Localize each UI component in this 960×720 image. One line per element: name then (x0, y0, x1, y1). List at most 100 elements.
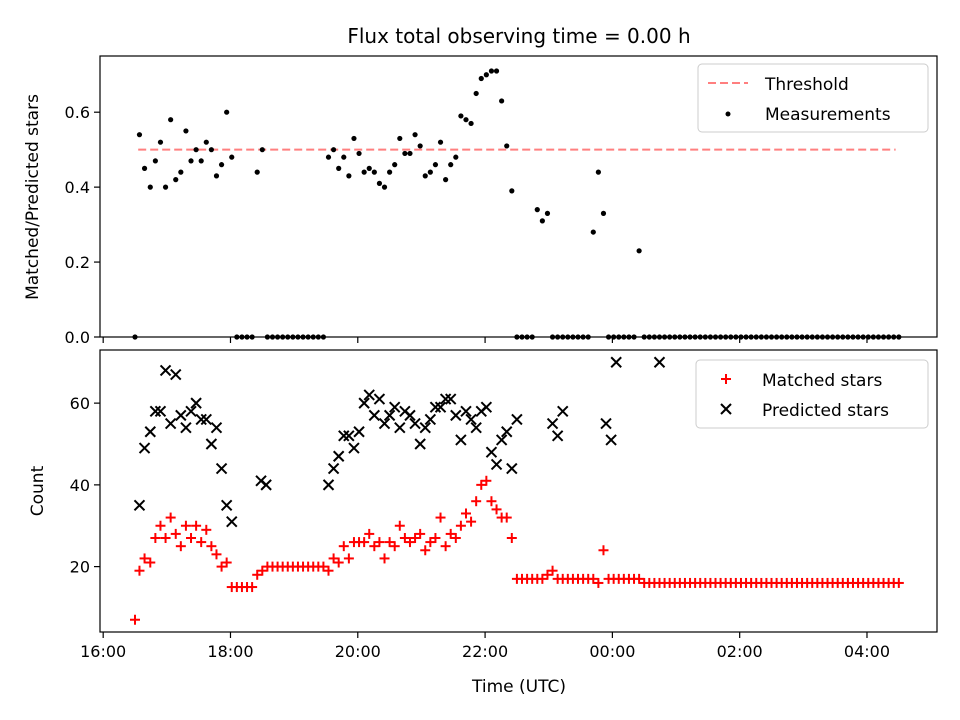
matched-star-point (506, 533, 517, 543)
measurement-point (203, 139, 209, 145)
measurement-point (478, 75, 484, 82)
measurement-point (346, 173, 352, 179)
predicted-star-point (159, 364, 172, 377)
predicted-star-point (226, 515, 238, 528)
measurement-point (677, 334, 683, 340)
measurement-point (392, 162, 398, 168)
predicted-star-point (409, 417, 421, 430)
predicted-star-point (557, 405, 569, 418)
predicted-star-point (322, 479, 335, 491)
top-y-tick-label: 0.0 (65, 328, 90, 347)
measurement-point (753, 334, 759, 340)
matched-star-point (399, 533, 410, 543)
measurement-point (208, 147, 214, 153)
measurement-point (259, 147, 265, 153)
predicted-star-point (388, 401, 401, 413)
matched-star-point (634, 573, 645, 584)
predicted-star-point (348, 442, 360, 454)
bottom-legend-box (695, 359, 929, 429)
measurement-point (595, 169, 601, 175)
measurement-point (774, 334, 780, 340)
measurement-point (381, 184, 388, 190)
matched-star-point (466, 516, 477, 527)
measurement-point (896, 334, 902, 340)
measurement-point (743, 334, 749, 340)
measurement-point (758, 334, 764, 340)
measurement-point (651, 334, 657, 340)
measurement-point (661, 334, 668, 340)
measurement-point (600, 210, 607, 216)
predicted-star-point (414, 438, 426, 450)
bottom-y-ticks: 20 40 60 (70, 394, 100, 577)
matched-star-point (180, 520, 191, 531)
measurement-point (631, 334, 637, 340)
predicted-star-point (368, 409, 381, 422)
matched-star-point (379, 553, 390, 564)
legend-matched-label: Matched stars (762, 371, 882, 391)
measurement-point (524, 334, 530, 340)
measurement-point (274, 334, 281, 340)
measurement-point (855, 334, 861, 340)
measurement-point (733, 334, 739, 340)
measurement-point (136, 132, 143, 138)
measurement-point (376, 180, 383, 186)
measurement-point (565, 334, 571, 340)
predicted-star-point (175, 409, 187, 422)
legend-predicted-marker (720, 403, 732, 415)
bottom-x-tick-label: 00:00 (589, 642, 635, 661)
predicted-star-point (546, 417, 559, 430)
predicted-star-point (185, 405, 197, 418)
measurement-point (300, 334, 306, 340)
measurement-point (336, 165, 342, 171)
measurement-point (835, 334, 841, 340)
measurement-point (738, 334, 744, 340)
measurement-point (493, 68, 500, 74)
predicted-star-point (164, 417, 177, 430)
matched-star-point (410, 533, 421, 543)
matched-star-point (191, 520, 202, 531)
measurement-point (458, 113, 464, 119)
bottom-y-tick-label: 20 (70, 558, 90, 577)
matched-star-point (206, 541, 217, 552)
predicted-star-point (170, 368, 182, 381)
measurement-point (886, 334, 892, 340)
measurement-point (728, 334, 734, 340)
matched-star-point (333, 557, 344, 568)
predicted-star-point (455, 434, 467, 446)
top-y-ticks: 0.0 0.2 0.4 0.6 (65, 103, 100, 347)
measurement-point (504, 143, 510, 149)
predicted-star-point (480, 401, 493, 413)
measurement-point (646, 334, 652, 340)
predicted-star-point (138, 442, 151, 454)
predicted-star-point (373, 393, 386, 405)
measurement-point (544, 210, 551, 216)
matched-star-point (201, 524, 212, 535)
measurement-point (443, 177, 449, 183)
measurement-point (626, 334, 632, 340)
measurement-point (463, 117, 469, 123)
predicted-star-point (327, 462, 340, 475)
measurement-point (213, 173, 220, 179)
measurement-point (667, 334, 673, 340)
measurement-point (539, 218, 545, 224)
predicted-star-point (332, 450, 345, 462)
measurement-point (483, 72, 489, 78)
measurement-point (616, 334, 622, 340)
matched-star-point (501, 512, 512, 523)
matched-star-point (338, 541, 349, 552)
matched-star-point (471, 496, 482, 507)
measurement-point (162, 184, 169, 190)
legend-matched-plus (721, 374, 731, 384)
measurement-point (371, 169, 377, 175)
measurement-point (870, 334, 876, 340)
predicted-star-point (378, 417, 391, 430)
predicted-stars-points (133, 356, 666, 528)
predicted-star-point (343, 430, 355, 442)
measurement-point (560, 334, 566, 340)
measurement-point (218, 162, 225, 168)
measurement-point (555, 334, 561, 340)
measurement-point (605, 334, 612, 340)
predicted-star-point (205, 438, 218, 450)
legend-predicted-label: Predicted stars (762, 401, 889, 421)
